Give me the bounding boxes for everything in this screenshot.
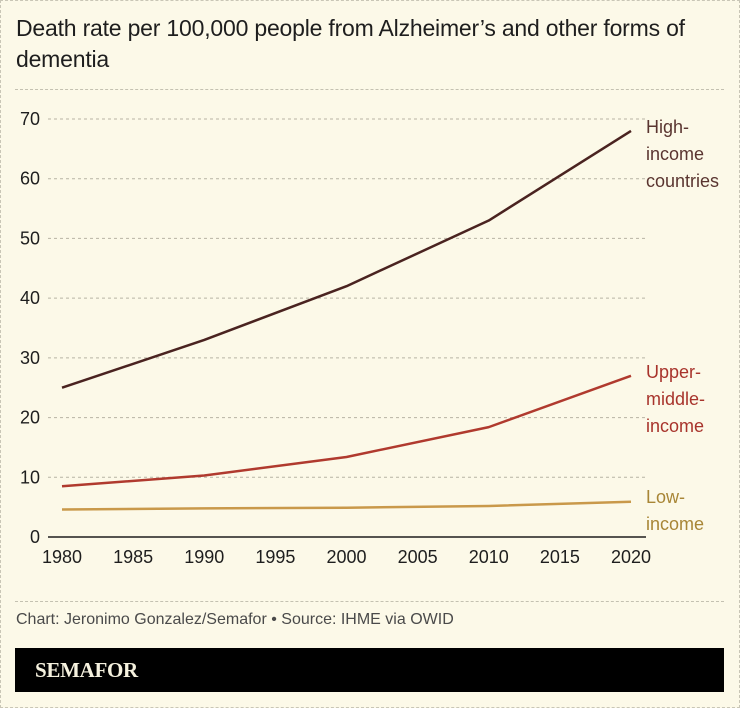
brand-logo: SEMAFOR bbox=[35, 658, 138, 682]
gridlines bbox=[48, 118, 646, 478]
x-tick-label: 1985 bbox=[113, 547, 153, 567]
y-tick-label: 30 bbox=[20, 348, 40, 368]
source-credit: Chart: Jeronimo Gonzalez/Semafor • Sourc… bbox=[16, 611, 454, 628]
y-axis-ticks: 0 10 20 30 40 50 60 70 bbox=[20, 109, 40, 547]
series-label: income bbox=[646, 144, 704, 164]
chart-title: Death rate per 100,000 people from Alzhe… bbox=[16, 15, 685, 72]
x-tick-label: 1990 bbox=[184, 547, 224, 567]
series-labels: High-income countries Upper-middle-income L… bbox=[646, 117, 719, 534]
y-tick-label: 50 bbox=[20, 228, 40, 248]
y-tick-label: 60 bbox=[20, 169, 40, 189]
y-tick-label: 10 bbox=[20, 467, 40, 487]
x-axis-ticks: 1980 1985 1990 1995 2000 2005 2010 2015 2020 bbox=[42, 547, 651, 567]
series-line bbox=[61, 500, 632, 511]
x-tick-label: 1980 bbox=[42, 547, 82, 567]
brand-bar: SEMAFOR bbox=[15, 648, 724, 692]
y-tick-label: 20 bbox=[20, 408, 40, 428]
series-line bbox=[61, 374, 632, 488]
x-tick-label: 1995 bbox=[255, 547, 295, 567]
x-tick-label: 2020 bbox=[611, 547, 651, 567]
line-chart: 0 10 20 30 40 50 60 70 1980 1985 1990 1995 2000 2005… bbox=[20, 109, 719, 567]
x-tick-label: 2015 bbox=[540, 547, 580, 567]
series-label: income bbox=[646, 514, 704, 534]
y-tick-label: 70 bbox=[20, 109, 40, 129]
series-label: countries bbox=[646, 171, 719, 191]
y-tick-label: 0 bbox=[30, 527, 40, 547]
series-label: Low- bbox=[646, 487, 685, 507]
series-label: Upper- bbox=[646, 362, 701, 382]
y-tick-label: 40 bbox=[20, 288, 40, 308]
top-divider bbox=[15, 89, 724, 90]
bottom-divider bbox=[15, 601, 724, 602]
x-tick-label: 2005 bbox=[398, 547, 438, 567]
series-line bbox=[61, 129, 632, 389]
series-label: High- bbox=[646, 117, 689, 137]
series-lines bbox=[61, 129, 632, 511]
series-label: income bbox=[646, 416, 704, 436]
series-label: middle- bbox=[646, 389, 705, 409]
x-tick-label: 2000 bbox=[326, 547, 366, 567]
x-tick-label: 2010 bbox=[469, 547, 509, 567]
